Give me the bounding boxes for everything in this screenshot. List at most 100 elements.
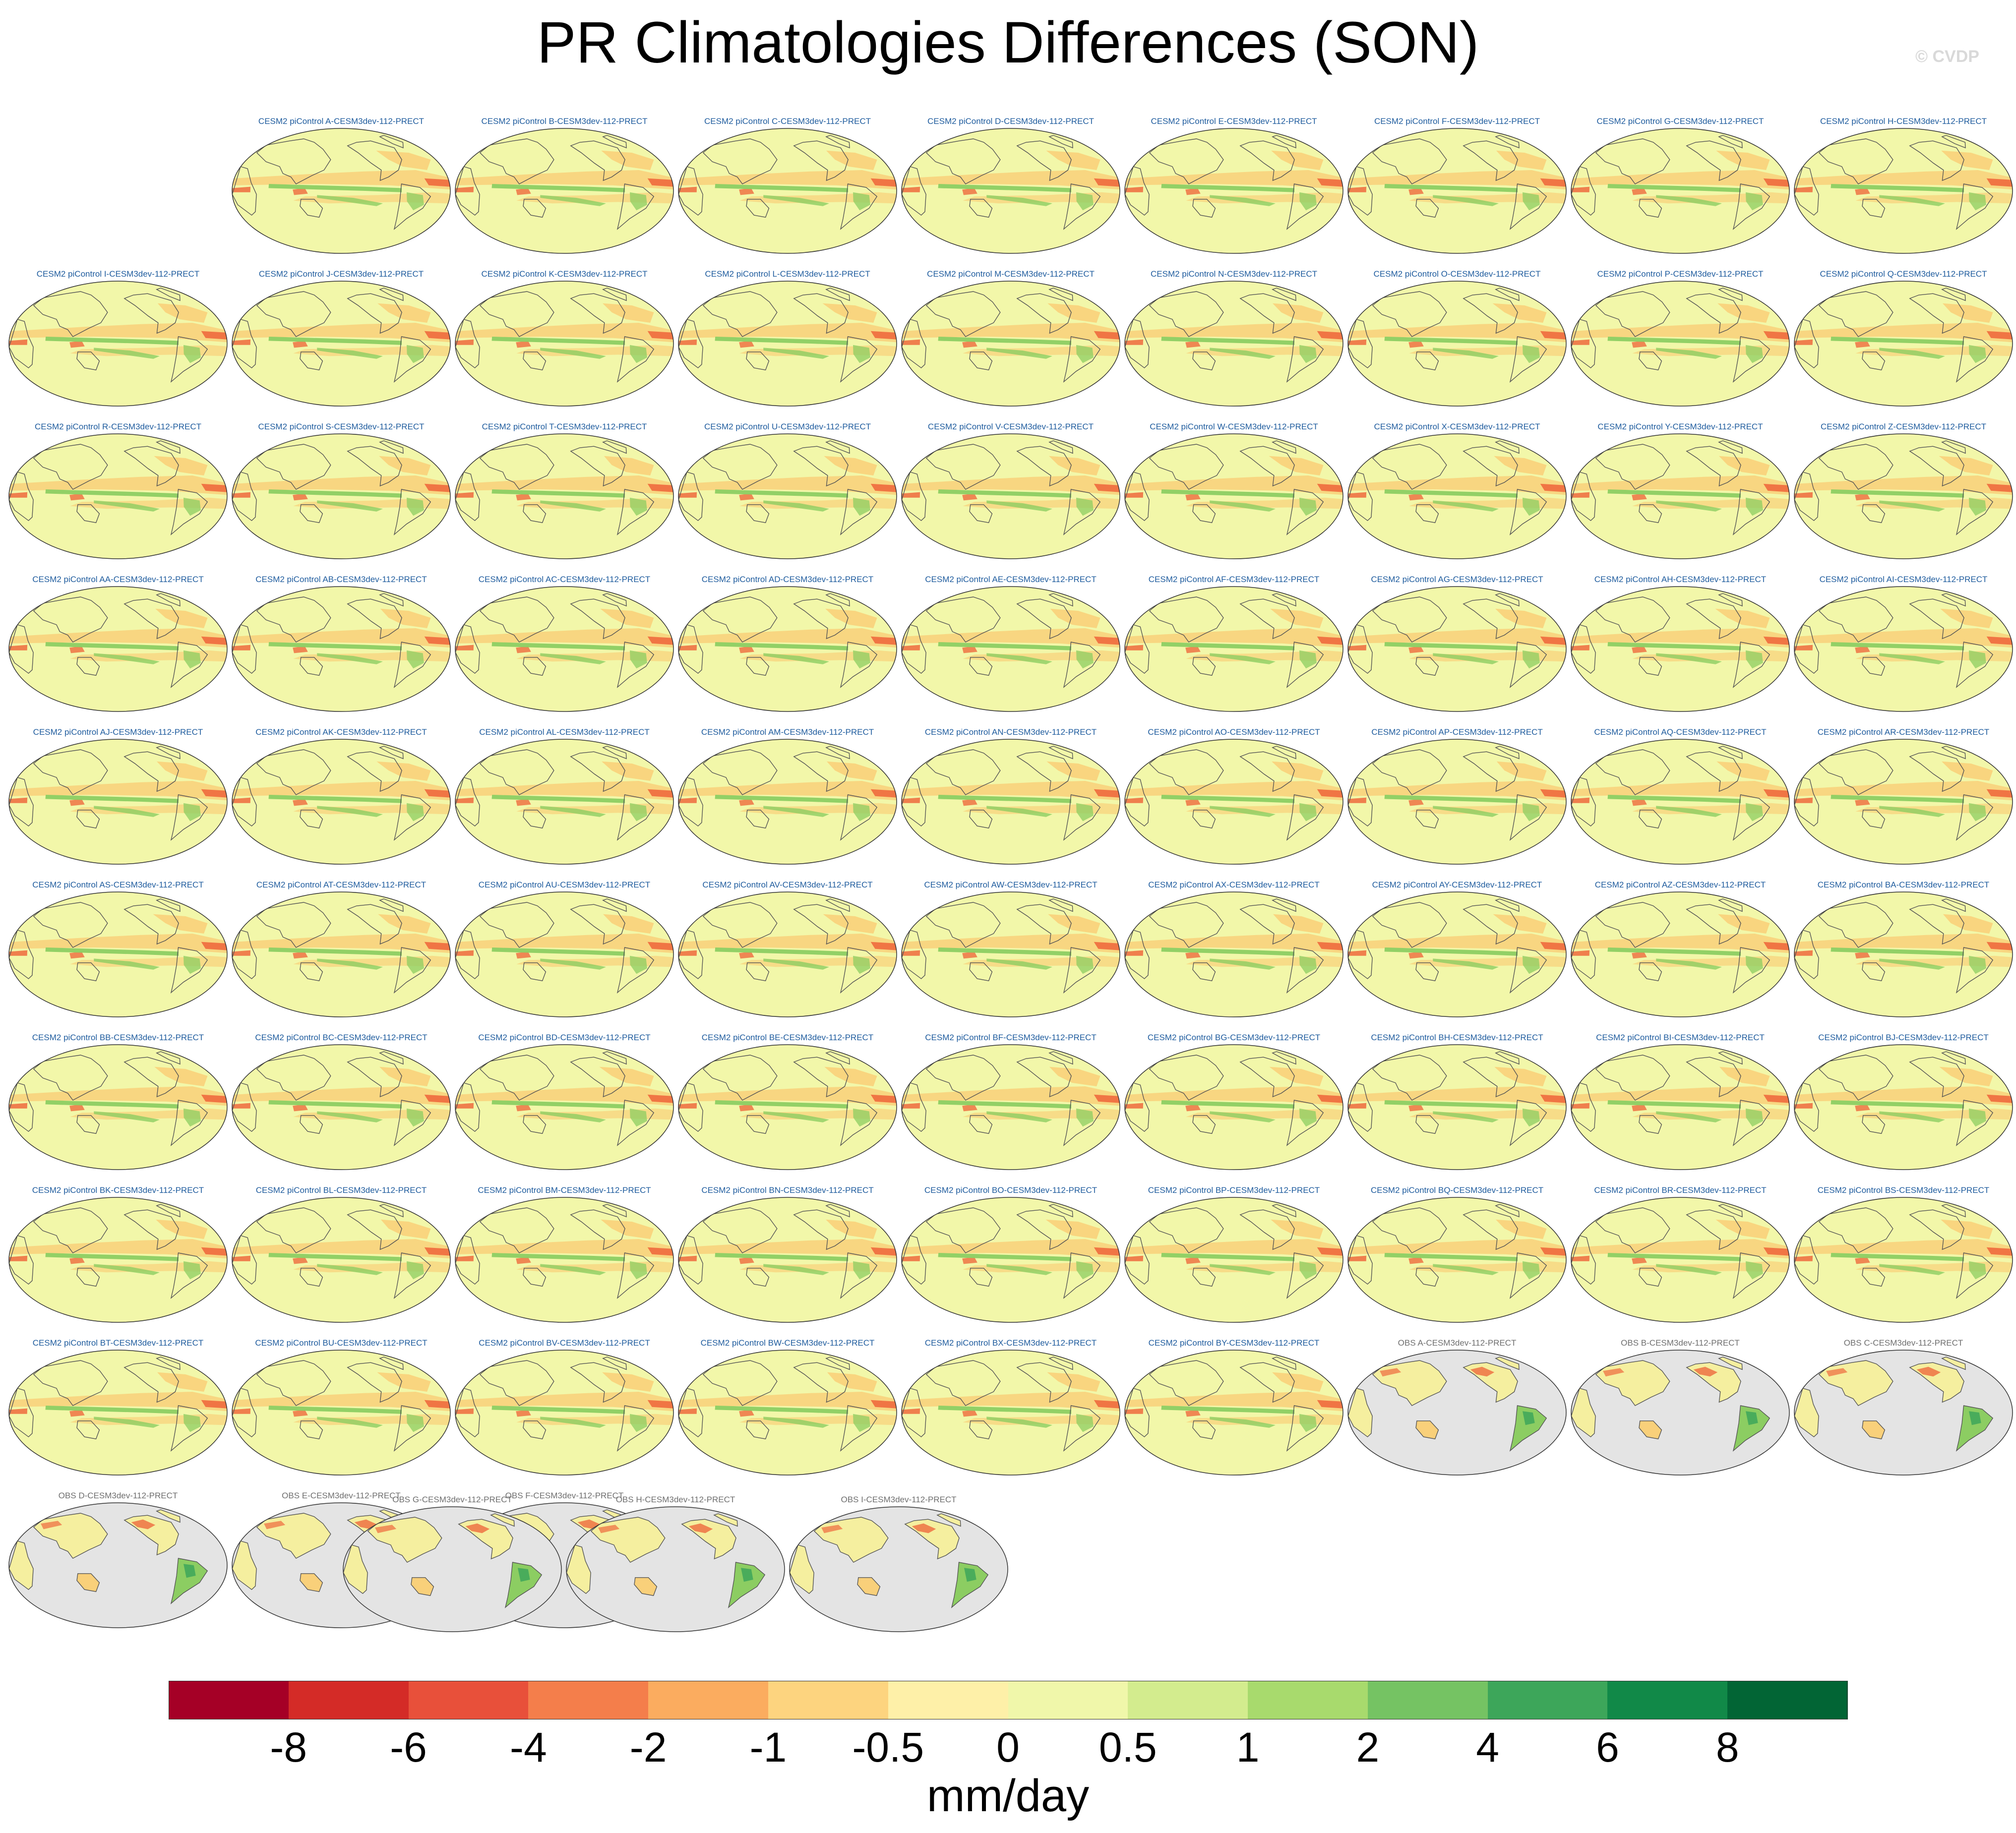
coastline <box>1794 777 1819 827</box>
dry-core-maritime <box>516 1104 531 1112</box>
wet-spcz <box>1656 195 1722 206</box>
map-panel: CESM2 piControl BQ-CESM3dev-112-PRECT <box>1347 1185 1567 1337</box>
wet-south-america <box>853 497 870 516</box>
map-panel: CESM2 piControl AV-CESM3dev-112-PRECT <box>677 880 898 1032</box>
map-panel: CESM2 piControl Q-CESM3dev-112-PRECT <box>1793 269 2014 421</box>
wet-band <box>1831 489 1964 498</box>
coastline <box>33 1360 108 1406</box>
coastline <box>1495 593 1520 607</box>
land-fill <box>952 1562 988 1607</box>
coastline <box>1149 1207 1224 1253</box>
coastline <box>479 1207 554 1253</box>
wet-band <box>1607 642 1741 650</box>
map-panel: CESM2 piControl Z-CESM3dev-112-PRECT <box>1793 422 2014 574</box>
map-outline <box>455 1350 674 1476</box>
wet-band <box>45 489 179 498</box>
map-model <box>1794 1044 2013 1170</box>
coastline <box>1415 657 1439 676</box>
map-model <box>678 739 897 865</box>
map-outline <box>1347 281 1567 407</box>
land-dry-core-asia <box>598 1525 620 1534</box>
coastline <box>1794 319 1819 368</box>
dry-north-atlantic <box>1273 303 1324 323</box>
coastline <box>702 444 778 490</box>
dry-north-atlantic <box>378 914 431 934</box>
map-background <box>9 587 227 711</box>
panel-title: CESM2 piControl AP-CESM3dev-112-PRECT <box>1371 727 1543 737</box>
wet-south-america <box>1076 1414 1094 1432</box>
map-panel: CESM2 piControl K-CESM3dev-112-PRECT <box>454 269 674 421</box>
wet-spcz <box>317 500 383 512</box>
coastline <box>1048 135 1073 149</box>
wet-spcz <box>1656 806 1722 817</box>
dry-band <box>1125 475 1343 495</box>
dry-core-indian <box>1348 797 1367 803</box>
coastline <box>566 1544 591 1594</box>
coastline <box>347 751 402 792</box>
coastline <box>1463 1057 1518 1098</box>
wet-band <box>938 642 1072 650</box>
coastline <box>393 642 431 688</box>
land-fill <box>714 1514 737 1527</box>
coastline <box>570 598 625 640</box>
map-panel: CESM2 piControl BP-CESM3dev-112-PRECT <box>1124 1185 1344 1337</box>
dry-north-atlantic <box>1271 150 1324 170</box>
coastline <box>1372 291 1447 337</box>
colorbar-box <box>1128 1681 1248 1719</box>
coastline <box>300 352 323 370</box>
dry-band <box>1571 323 1789 343</box>
land-wet-core <box>1523 1411 1535 1425</box>
dry-core-indian <box>1348 1103 1367 1109</box>
coastline <box>746 962 770 981</box>
coastline <box>1239 598 1295 640</box>
map-outline <box>1794 1197 2013 1323</box>
dry-band <box>678 1086 897 1106</box>
coastline <box>616 1405 655 1452</box>
coastline <box>1063 1252 1101 1299</box>
dry-band <box>232 628 450 648</box>
map-model <box>678 1350 897 1476</box>
map-background <box>678 281 897 406</box>
dry-core-indian <box>1125 186 1144 192</box>
wet-spcz <box>540 500 606 512</box>
map-outline <box>1571 1350 1790 1476</box>
dry-band <box>678 1392 897 1412</box>
coastline <box>925 902 1001 948</box>
dry-core-indian <box>1571 1255 1590 1261</box>
coastline <box>1495 1051 1520 1065</box>
dry-band <box>9 323 227 343</box>
map-model <box>455 1197 674 1323</box>
coastline <box>1149 1055 1224 1101</box>
coastline <box>1463 904 1518 945</box>
dry-core-atlantic <box>1540 942 1566 950</box>
wet-spcz <box>540 653 606 664</box>
map-background <box>1348 587 1566 711</box>
map-background <box>232 128 450 253</box>
coastline <box>1192 504 1216 523</box>
map-model <box>1571 281 1790 407</box>
dry-core-indian <box>1348 339 1367 345</box>
dry-north-atlantic <box>1717 303 1770 323</box>
dry-core-atlantic <box>1540 789 1566 798</box>
coastline <box>1718 135 1743 149</box>
coastline <box>825 1051 850 1065</box>
dry-north-atlantic <box>1045 1219 1100 1239</box>
panel-title: CESM2 piControl BH-CESM3dev-112-PRECT <box>1371 1033 1543 1042</box>
coastline <box>1372 1055 1447 1101</box>
coastline <box>1149 1360 1224 1406</box>
coastline <box>523 504 547 523</box>
map-outline <box>1571 1044 1790 1170</box>
coastline <box>1718 440 1743 454</box>
coastline <box>925 444 1001 490</box>
coastline <box>1941 288 1966 301</box>
dry-core-maritime <box>293 1410 308 1417</box>
map-panel: OBS D-CESM3dev-112-PRECT <box>8 1491 228 1643</box>
dry-band <box>1794 628 2013 648</box>
wet-spcz <box>1433 653 1499 664</box>
wet-band <box>268 184 402 192</box>
coastline <box>123 751 179 792</box>
dry-core-indian <box>232 492 251 498</box>
dry-band <box>1571 1239 1789 1259</box>
panel-title: CESM2 piControl BN-CESM3dev-112-PRECT <box>701 1185 874 1195</box>
coastline <box>602 593 627 607</box>
